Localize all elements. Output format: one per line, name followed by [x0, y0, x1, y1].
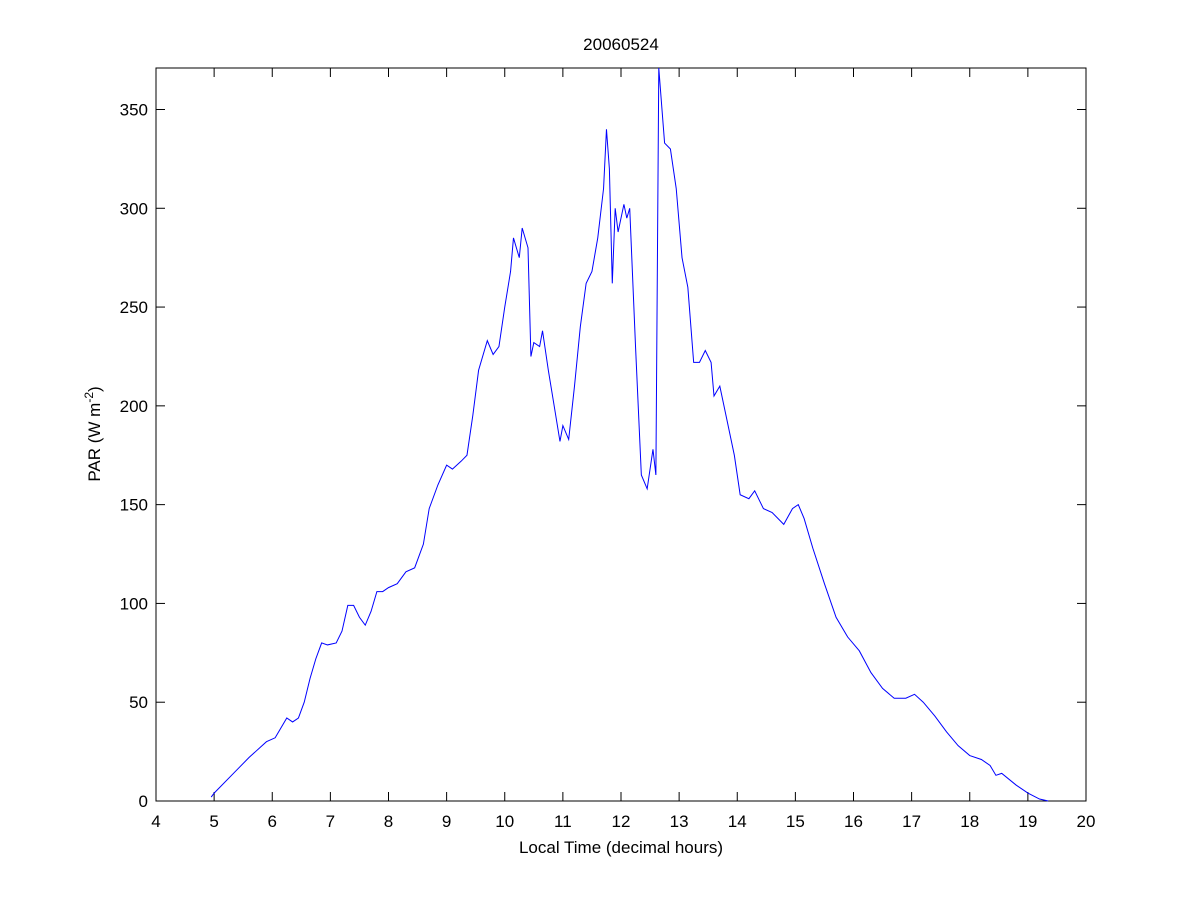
y-tick-label: 100 — [120, 594, 148, 613]
x-tick-label: 9 — [442, 812, 451, 831]
x-tick-label: 11 — [554, 812, 572, 831]
x-tick-label: 14 — [728, 812, 747, 831]
x-tick-label: 10 — [495, 812, 514, 831]
plot-frame — [155, 67, 1087, 802]
x-tick-label: 19 — [1018, 812, 1037, 831]
x-axis-label: Local Time (decimal hours) — [519, 838, 723, 857]
y-tick-label: 50 — [129, 693, 148, 712]
y-tick-label: 0 — [139, 792, 148, 811]
y-axis-label: PAR (W m-2) — [82, 386, 104, 481]
y-label-end: ) — [85, 386, 104, 392]
x-tick-label: 15 — [786, 812, 805, 831]
x-tick-label: 12 — [612, 812, 631, 831]
x-tick-label: 16 — [844, 812, 863, 831]
data-line — [210, 67, 1049, 802]
chart-title: 20060524 — [583, 35, 659, 54]
x-tick-label: 6 — [268, 812, 277, 831]
y-tick-label: 200 — [120, 397, 148, 416]
x-tick-label: 20 — [1077, 812, 1096, 831]
y-tick-label: 150 — [120, 496, 148, 515]
x-tick-label: 7 — [326, 812, 335, 831]
y-tick-label: 300 — [120, 199, 148, 218]
x-tick-label: 5 — [209, 812, 218, 831]
x-tick-label: 4 — [151, 812, 160, 831]
x-tick-label: 17 — [902, 812, 921, 831]
y-label-main: PAR (W m — [85, 403, 104, 482]
x-tick-label: 8 — [384, 812, 393, 831]
y-label-exponent: -2 — [82, 392, 96, 403]
y-tick-label: 350 — [120, 100, 148, 119]
y-tick-label: 250 — [120, 298, 148, 317]
x-tick-label: 13 — [670, 812, 689, 831]
x-tick-label: 18 — [960, 812, 979, 831]
